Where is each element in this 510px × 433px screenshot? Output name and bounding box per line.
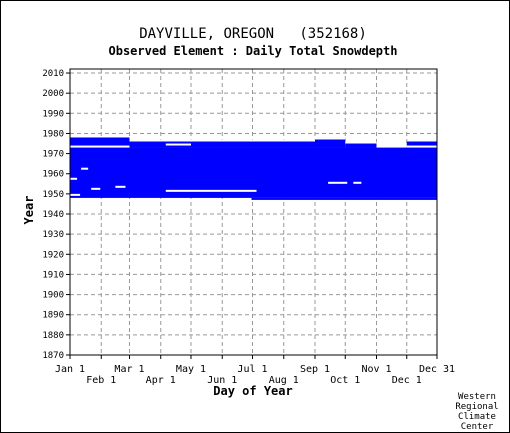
- y-tick-label: 1980: [42, 129, 64, 139]
- data-gap: [70, 145, 130, 148]
- plot-border: [69, 68, 438, 356]
- data-gap: [70, 177, 78, 180]
- data-block: [129, 141, 316, 148]
- y-tick-label: 1990: [42, 109, 64, 119]
- data-gap: [353, 181, 362, 184]
- data-gap: [406, 145, 437, 148]
- plot-area: [70, 69, 437, 355]
- y-tick-label: 1870: [42, 351, 64, 361]
- y-tick-label: 2000: [42, 89, 64, 99]
- data-block: [70, 137, 130, 148]
- x-tick-label: Apr 1: [146, 375, 176, 386]
- data-gaps: [70, 137, 437, 196]
- data-gap: [315, 137, 346, 140]
- chart-title: DAYVILLE, OREGON (352168): [139, 26, 367, 42]
- data-block: [251, 197, 437, 200]
- y-tick-label: 1920: [42, 250, 64, 260]
- y-axis-label: Year: [22, 196, 36, 225]
- grid-lines: [70, 69, 437, 356]
- x-tick-label: Aug 1: [269, 375, 299, 386]
- data-block: [406, 141, 437, 148]
- x-tick-label: Dec 31: [419, 364, 455, 375]
- y-tick-label: 1880: [42, 331, 64, 341]
- data-block: [70, 147, 437, 198]
- x-tick-label: Jun 1: [207, 375, 237, 386]
- x-tick-label: Oct 1: [330, 375, 360, 386]
- data-gap: [376, 145, 407, 148]
- data-gap: [129, 139, 316, 142]
- y-tick-label: 1900: [42, 291, 64, 301]
- x-tick-label: Sep 1: [300, 364, 330, 375]
- data-gap: [345, 141, 377, 144]
- x-tick-label: Mar 1: [114, 364, 144, 375]
- x-axis: Jan 1 Mar 1 May 1 Jul 1 Sep 1 Nov 1 Dec 31 Feb …: [55, 355, 455, 386]
- x-tick-label: Jul 1: [237, 364, 267, 375]
- y-tick-label: 1910: [42, 270, 64, 280]
- data-gap: [70, 193, 81, 196]
- data-block: [345, 141, 377, 148]
- x-tick-label: Feb 1: [86, 375, 116, 386]
- credit-block: Western Regional Climate Center: [455, 392, 498, 432]
- y-tick-label: 2010: [42, 69, 64, 79]
- y-axis: 2010 2000 1990 1980 1970 1960 1950 1940 1930 1920…: [42, 69, 70, 361]
- x-tick-label: Nov 1: [361, 364, 391, 375]
- data-region: [70, 137, 437, 200]
- y-tick-label: 1970: [42, 150, 64, 160]
- data-block: [315, 137, 346, 148]
- y-tick-label: 1940: [42, 210, 64, 220]
- data-gap: [165, 143, 191, 146]
- data-gap: [115, 185, 126, 188]
- credit-line: Climate: [458, 412, 496, 422]
- y-tick-label: 1950: [42, 190, 64, 200]
- data-gap: [81, 167, 89, 170]
- credit-line: Western: [458, 392, 496, 402]
- y-tick-label: 1960: [42, 170, 64, 180]
- data-gap: [328, 181, 348, 184]
- credit-line: Center: [461, 422, 494, 432]
- data-gap: [165, 189, 257, 192]
- y-tick-label: 1890: [42, 311, 64, 321]
- x-axis-label: Day of Year: [213, 384, 292, 398]
- credit-line: Regional: [455, 402, 498, 412]
- x-tick-label: Dec 1: [392, 375, 422, 386]
- y-tick-label: 1930: [42, 230, 64, 240]
- chart-subtitle: Observed Element : Daily Total Snowdepth: [109, 44, 398, 58]
- x-tick-label: Jan 1: [55, 364, 85, 375]
- data-gap: [91, 187, 101, 190]
- x-tick-label: May 1: [176, 364, 206, 375]
